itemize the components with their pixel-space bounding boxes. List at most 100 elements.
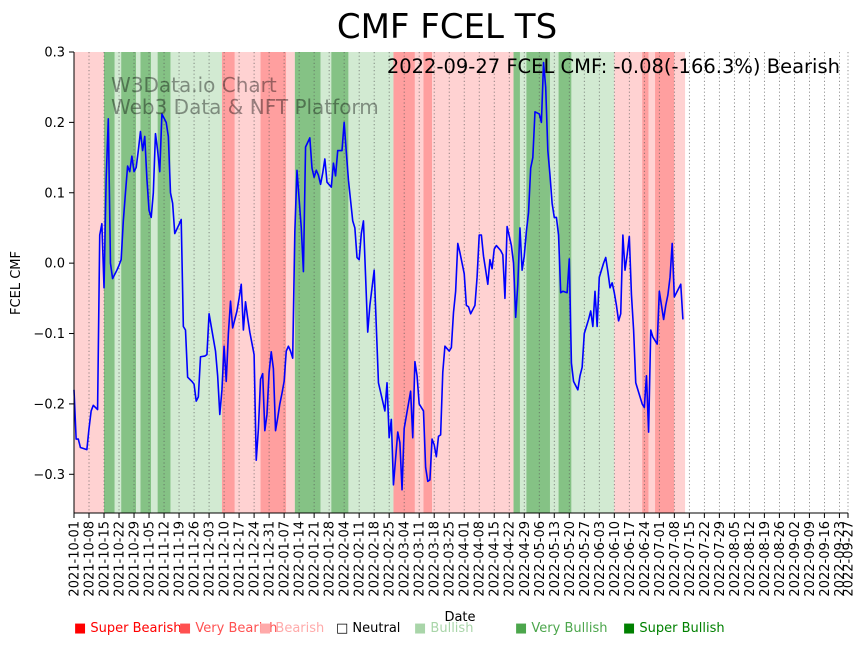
regime-band [320, 52, 332, 513]
regime-band [642, 52, 649, 513]
legend-swatch-icon: ■ [515, 621, 532, 636]
watermark-line-1: W3Data.io Chart [111, 73, 277, 97]
legend-swatch-icon: ■ [623, 621, 640, 636]
x-tick-label: 2022-08-05 [728, 521, 743, 597]
x-tick-label: 2022-05-27 [578, 521, 593, 597]
x-tick-label: 2022-07-22 [698, 521, 713, 597]
x-tick-label: 2022-03-04 [398, 521, 413, 597]
legend-label: Very Bearish [195, 621, 278, 636]
regime-band [260, 52, 287, 513]
chart-subtitle: 2022-09-27 FCEL CMF: -0.08(-166.3%) Bear… [387, 55, 840, 78]
x-tick-label: 2022-01-07 [278, 521, 293, 597]
x-tick-label: 2022-04-22 [503, 521, 518, 597]
regime-band [348, 52, 394, 513]
regime-band [136, 52, 141, 513]
x-tick-label: 2022-04-01 [458, 521, 473, 597]
x-tick-label: 2022-04-08 [473, 521, 488, 597]
x-axis-label: Date [444, 610, 475, 625]
cmf-line-layer [73, 61, 684, 491]
chart-title: CMF FCEL TS [337, 7, 557, 47]
x-tick-label: 2021-11-05 [143, 521, 158, 597]
x-tick-label: 2022-06-03 [593, 521, 608, 597]
legend-item: □ Neutral [336, 621, 400, 636]
regime-band [432, 52, 514, 513]
x-tick-label: 2022-09-16 [818, 521, 833, 597]
legend-label: Neutral [352, 621, 401, 636]
x-tick-label: 2022-01-14 [293, 521, 308, 597]
legend-label: Bullish [430, 621, 474, 636]
x-tick-label: 2022-05-20 [563, 521, 578, 597]
regime-band [114, 52, 122, 513]
regime-band [614, 52, 643, 513]
x-tick-label: 2021-10-01 [68, 521, 83, 597]
x-tick-label: 2021-12-17 [233, 521, 248, 597]
x-tick-label: 2022-05-06 [533, 521, 548, 597]
x-tick-label: 2022-05-13 [548, 521, 563, 597]
regime-band [571, 52, 615, 513]
x-tick-label: 2022-02-04 [338, 521, 353, 597]
regime-band [648, 52, 656, 513]
x-tick-label: 2021-12-31 [263, 521, 278, 597]
x-tick-label: 2022-07-08 [668, 521, 683, 597]
x-tick-label: 2021-12-10 [218, 521, 233, 597]
x-axis-ticks: 2021-10-01 2021-10-08 2021-10-15 2021-10-22… [68, 513, 857, 597]
legend-label: Super Bullish [639, 621, 725, 636]
x-tick-label: 2021-11-12 [158, 521, 173, 597]
x-tick-label: 2022-07-15 [683, 521, 698, 597]
legend-label: Super Bearish [90, 621, 182, 636]
x-tick-label: 2022-09-27 [842, 521, 857, 597]
x-tick-label: 2022-03-11 [413, 521, 428, 597]
regime-band [179, 52, 222, 513]
watermark-line-2: Web3 Data & NFT Platform [111, 95, 379, 119]
x-tick-label: 2022-08-12 [743, 521, 758, 597]
regime-band [170, 52, 180, 513]
legend-item: ■ Bullish [414, 621, 473, 636]
regime-band [558, 52, 572, 513]
x-tick-label: 2022-01-21 [308, 521, 323, 597]
regime-band [526, 52, 550, 513]
y-tick-label: 0.3 [44, 46, 65, 61]
regime-band [294, 52, 321, 513]
y-tick-label: 0.1 [44, 186, 65, 201]
x-tick-label: 2021-10-29 [128, 521, 143, 597]
x-tick-label: 2022-07-01 [653, 521, 668, 597]
legend-item: ■ Super Bearish [74, 621, 182, 636]
legend-swatch-icon: ■ [414, 621, 431, 636]
x-tick-label: 2022-08-19 [758, 521, 773, 597]
x-tick-label: 2022-09-23 [833, 521, 848, 597]
x-tick-label: 2021-10-15 [98, 521, 113, 597]
x-tick-label: 2021-10-08 [83, 521, 98, 597]
y-tick-label: −0.3 [33, 468, 65, 483]
x-tick-label: 2022-06-17 [623, 521, 638, 597]
legend-item: ■ Very Bullish [515, 621, 607, 636]
regime-band [513, 52, 520, 513]
regime-band [121, 52, 137, 513]
regime-band [286, 52, 295, 513]
x-tick-label: 2022-09-09 [803, 521, 818, 597]
legend-item: ■ Very Bearish [179, 621, 277, 636]
x-tick-label: 2021-12-24 [248, 521, 263, 597]
y-tick-label: 0.2 [44, 116, 65, 131]
y-tick-label: −0.1 [33, 327, 65, 342]
x-tick-label: 2022-02-18 [368, 521, 383, 597]
x-tick-label: 2022-07-29 [713, 521, 728, 597]
x-tick-label: 2022-06-10 [608, 521, 623, 597]
regime-band [140, 52, 152, 513]
x-tick-label: 2022-02-11 [353, 521, 368, 597]
regime-bands [74, 52, 686, 513]
regime-band [331, 52, 349, 513]
legend-label: Bearish [275, 621, 325, 636]
regime-band [519, 52, 527, 513]
x-tick-label: 2022-09-02 [788, 521, 803, 597]
legend-swatch-icon: ■ [74, 621, 91, 636]
legend-swatch-icon: ■ [179, 621, 196, 636]
y-axis-ticks: −0.3 −0.2 −0.1 0.0 0.1 0.2 0.3 [33, 46, 74, 483]
regime-band [221, 52, 235, 513]
y-tick-label: −0.2 [33, 397, 65, 412]
x-tick-label: 2021-11-19 [173, 521, 188, 597]
regime-band [104, 52, 115, 513]
legend-item: ■ Bearish [259, 621, 324, 636]
x-tick-label: 2022-02-25 [383, 521, 398, 597]
x-tick-label: 2021-12-03 [203, 521, 218, 597]
